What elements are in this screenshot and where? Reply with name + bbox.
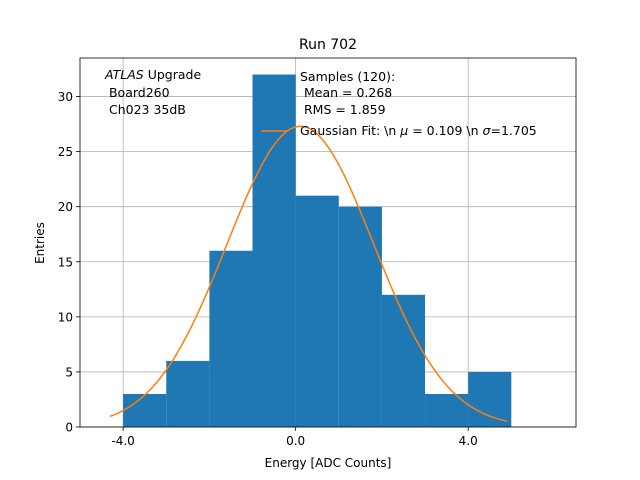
gaussian-fit-curve-group	[109, 125, 508, 422]
chart-title: Run 702	[299, 37, 357, 53]
legend-fit-label: Gaussian Fit: \n μ = 0.109 \n σ=1.705	[300, 123, 537, 138]
y-tick-label: 30	[58, 90, 73, 104]
legend-mean: Mean = 0.268	[300, 85, 392, 100]
legend-fit-prefix: Gaussian Fit: \n	[300, 123, 400, 138]
y-tick-label: 15	[58, 255, 73, 269]
x-tick-label: 0.0	[286, 434, 305, 448]
histogram-bars	[123, 74, 512, 427]
atlas-label: ATLAS Upgrade	[104, 67, 201, 82]
y-axis-ticks: 0 5 10 15 20 25 30	[58, 90, 80, 435]
y-axis-label: Entries	[33, 222, 47, 264]
x-tick-label: -4.0	[111, 434, 134, 448]
histogram-bar	[123, 393, 167, 427]
y-tick-label: 25	[58, 145, 73, 159]
plot-frame	[79, 57, 577, 428]
histogram-bar	[166, 360, 210, 427]
histogram-bar	[295, 195, 339, 427]
gaussian-fit-curve	[109, 125, 508, 422]
histogram-bar	[381, 294, 426, 427]
histogram-bar	[338, 206, 382, 427]
board-label: Board260	[105, 85, 170, 100]
histogram-bar	[425, 393, 469, 427]
legend-fit-mid: = 0.109 \n	[408, 123, 482, 138]
atlas-upgrade: Upgrade	[144, 67, 202, 82]
x-axis-ticks: -4.0 0.0 4.0	[111, 427, 478, 448]
histogram-bar	[468, 371, 512, 427]
y-tick-label: 5	[65, 365, 73, 379]
y-tick-label: 0	[65, 421, 73, 435]
channel-label: Ch023 35dB	[105, 102, 186, 117]
histogram-bar	[252, 74, 296, 427]
legend-rms: RMS = 1.859	[300, 102, 386, 117]
legend-fit-suffix: =1.705	[490, 123, 536, 138]
x-axis-label: Energy [ADC Counts]	[265, 456, 392, 470]
legend-sigma-symbol: σ	[483, 123, 492, 138]
legend-samples: Samples (120):	[300, 69, 395, 84]
histogram-bar	[209, 250, 253, 427]
legend: Samples (120): Mean = 0.268 RMS = 1.859 …	[261, 69, 537, 138]
y-tick-label: 20	[58, 200, 73, 214]
legend-mu-symbol: μ	[399, 123, 408, 138]
x-tick-label: 4.0	[459, 434, 478, 448]
atlas-italic: ATLAS	[104, 67, 144, 82]
y-tick-label: 10	[58, 310, 73, 324]
